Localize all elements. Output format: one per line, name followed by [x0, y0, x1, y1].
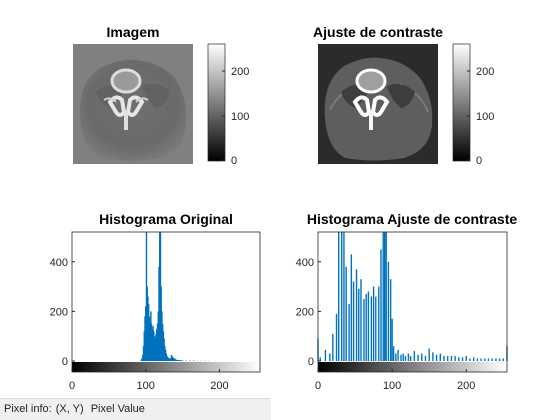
y-tick-label: 400: [296, 257, 314, 269]
histogram-original[interactable]: 0 200 400 0 100 200: [50, 231, 261, 392]
x-tick-label: 100: [137, 380, 155, 392]
colormap-strip: [318, 362, 507, 372]
colorbar-tick: 0: [476, 155, 482, 167]
colorbar-1: 0 100 200: [207, 43, 249, 167]
histogram-title: Histograma Ajuste de contraste: [307, 211, 518, 227]
pixel-value: Pixel Value: [90, 403, 145, 415]
y-tick-label: 400: [50, 257, 68, 269]
colorbar-tick: 0: [231, 155, 237, 167]
colorbar-2: 0 100 200: [452, 43, 494, 167]
colorbar-tick: 200: [476, 66, 494, 78]
x-tick-label: 100: [383, 380, 401, 392]
y-tick-label: 0: [62, 356, 68, 368]
axes-frame: [317, 231, 508, 373]
status-bar: Pixel info: (X, Y) Pixel Value: [0, 398, 271, 420]
pixel-info-label: Pixel info:: [4, 403, 52, 415]
y-tick-label: 0: [308, 356, 314, 368]
ct-image-contrast[interactable]: [318, 44, 438, 164]
x-tick-label: 0: [69, 380, 75, 392]
x-tick-label: 200: [210, 380, 228, 392]
histogram-title: Histograma Original: [99, 211, 233, 227]
colorbar-tick: 200: [231, 66, 249, 78]
colorbar-tick: 100: [231, 111, 249, 123]
y-tick-label: 200: [296, 306, 314, 318]
histogram-contrast[interactable]: 0 200 400 0 100 200: [296, 231, 508, 392]
y-tick-label: 200: [50, 306, 68, 318]
x-tick-label: 200: [457, 380, 475, 392]
x-tick-label: 0: [315, 380, 321, 392]
image-title: Imagem: [107, 24, 160, 40]
axes-frame: [71, 231, 261, 373]
ct-image-original[interactable]: [73, 44, 193, 164]
colormap-strip: [72, 362, 260, 372]
pixel-coords: (X, Y): [55, 403, 84, 415]
image-title: Ajuste de contraste: [313, 24, 443, 40]
plot-area: [72, 232, 260, 372]
colorbar-tick: 100: [476, 111, 494, 123]
